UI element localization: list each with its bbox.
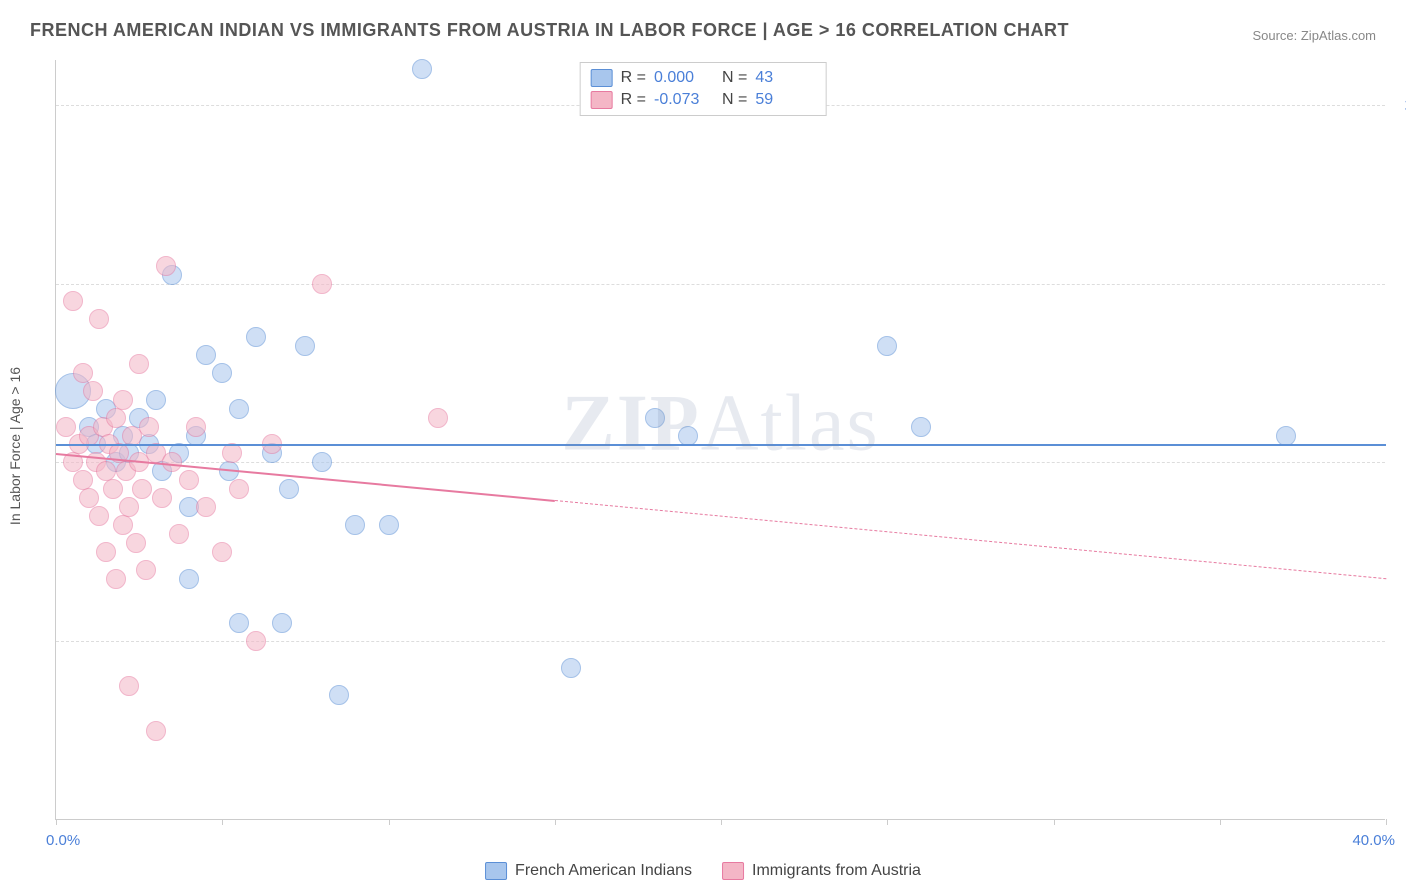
x-tick — [1054, 819, 1055, 825]
data-point — [79, 488, 99, 508]
data-point — [272, 613, 292, 633]
data-point — [179, 470, 199, 490]
data-point — [412, 59, 432, 79]
y-tick-label: 40.0% — [1395, 633, 1406, 650]
x-tick — [1386, 819, 1387, 825]
watermark-bold: ZIP — [561, 380, 700, 468]
data-point — [96, 542, 116, 562]
x-tick — [56, 819, 57, 825]
data-point — [196, 345, 216, 365]
data-point — [73, 363, 93, 383]
data-point — [113, 390, 133, 410]
data-point — [345, 515, 365, 535]
legend-row: R = -0.073 N = 59 — [591, 89, 816, 111]
correlation-legend: R = 0.000 N = 43 R = -0.073 N = 59 — [580, 62, 827, 116]
data-point — [229, 399, 249, 419]
legend-r-label: R = — [621, 69, 646, 87]
y-tick-label: 100.0% — [1395, 96, 1406, 113]
watermark: ZIPAtlas — [561, 379, 879, 470]
legend-swatch — [591, 69, 613, 87]
legend-n-value: 59 — [755, 91, 815, 109]
chart-title: FRENCH AMERICAN INDIAN VS IMMIGRANTS FRO… — [30, 20, 1069, 41]
legend-label: Immigrants from Austria — [752, 862, 921, 880]
data-point — [295, 336, 315, 356]
data-point — [561, 658, 581, 678]
data-point — [106, 569, 126, 589]
y-axis-title: In Labor Force | Age > 16 — [7, 367, 23, 525]
data-point — [103, 479, 123, 499]
data-point — [229, 613, 249, 633]
legend-swatch — [722, 862, 744, 880]
data-point — [312, 274, 332, 294]
data-point — [428, 408, 448, 428]
y-tick-label: 80.0% — [1395, 275, 1406, 292]
data-point — [246, 631, 266, 651]
data-point — [152, 488, 172, 508]
gridline — [56, 462, 1385, 463]
data-point — [132, 479, 152, 499]
x-tick — [555, 819, 556, 825]
legend-r-value: 0.000 — [654, 69, 714, 87]
legend-swatch — [485, 862, 507, 880]
data-point — [136, 560, 156, 580]
data-point — [877, 336, 897, 356]
data-point — [169, 524, 189, 544]
legend-r-value: -0.073 — [654, 91, 714, 109]
x-tick — [1220, 819, 1221, 825]
y-tick-label: 60.0% — [1395, 454, 1406, 471]
x-tick — [222, 819, 223, 825]
data-point — [246, 327, 266, 347]
watermark-light: Atlas — [701, 380, 880, 468]
data-point — [156, 256, 176, 276]
chart-source: Source: ZipAtlas.com — [1252, 28, 1376, 43]
data-point — [89, 309, 109, 329]
data-point — [113, 515, 133, 535]
regression-line — [555, 500, 1386, 579]
data-point — [186, 417, 206, 437]
legend-label: French American Indians — [515, 862, 692, 880]
legend-row: R = 0.000 N = 43 — [591, 67, 816, 89]
gridline — [56, 284, 1385, 285]
legend-n-label: N = — [722, 91, 747, 109]
data-point — [129, 354, 149, 374]
data-point — [312, 452, 332, 472]
data-point — [83, 381, 103, 401]
legend-swatch — [591, 91, 613, 109]
data-point — [106, 408, 126, 428]
data-point — [329, 685, 349, 705]
data-point — [146, 721, 166, 741]
x-tick — [389, 819, 390, 825]
data-point — [1276, 426, 1296, 446]
data-point — [179, 569, 199, 589]
data-point — [212, 542, 232, 562]
data-point — [645, 408, 665, 428]
data-point — [678, 426, 698, 446]
regression-line — [56, 444, 1386, 446]
data-point — [119, 676, 139, 696]
data-point — [126, 533, 146, 553]
data-point — [229, 479, 249, 499]
legend-item: French American Indians — [485, 862, 692, 880]
data-point — [279, 479, 299, 499]
data-point — [911, 417, 931, 437]
legend-n-value: 43 — [755, 69, 815, 87]
series-legend: French American Indians Immigrants from A… — [485, 862, 921, 880]
legend-r-label: R = — [621, 91, 646, 109]
x-axis-min-label: 0.0% — [46, 832, 80, 849]
data-point — [119, 497, 139, 517]
data-point — [63, 291, 83, 311]
data-point — [56, 417, 76, 437]
data-point — [139, 417, 159, 437]
data-point — [379, 515, 399, 535]
x-tick — [721, 819, 722, 825]
x-axis-max-label: 40.0% — [1352, 832, 1395, 849]
data-point — [212, 363, 232, 383]
legend-n-label: N = — [722, 69, 747, 87]
x-tick — [887, 819, 888, 825]
legend-item: Immigrants from Austria — [722, 862, 921, 880]
data-point — [89, 506, 109, 526]
data-point — [146, 390, 166, 410]
plot-area: ZIPAtlas 0.0% 40.0% 40.0%60.0%80.0%100.0… — [55, 60, 1385, 820]
data-point — [196, 497, 216, 517]
